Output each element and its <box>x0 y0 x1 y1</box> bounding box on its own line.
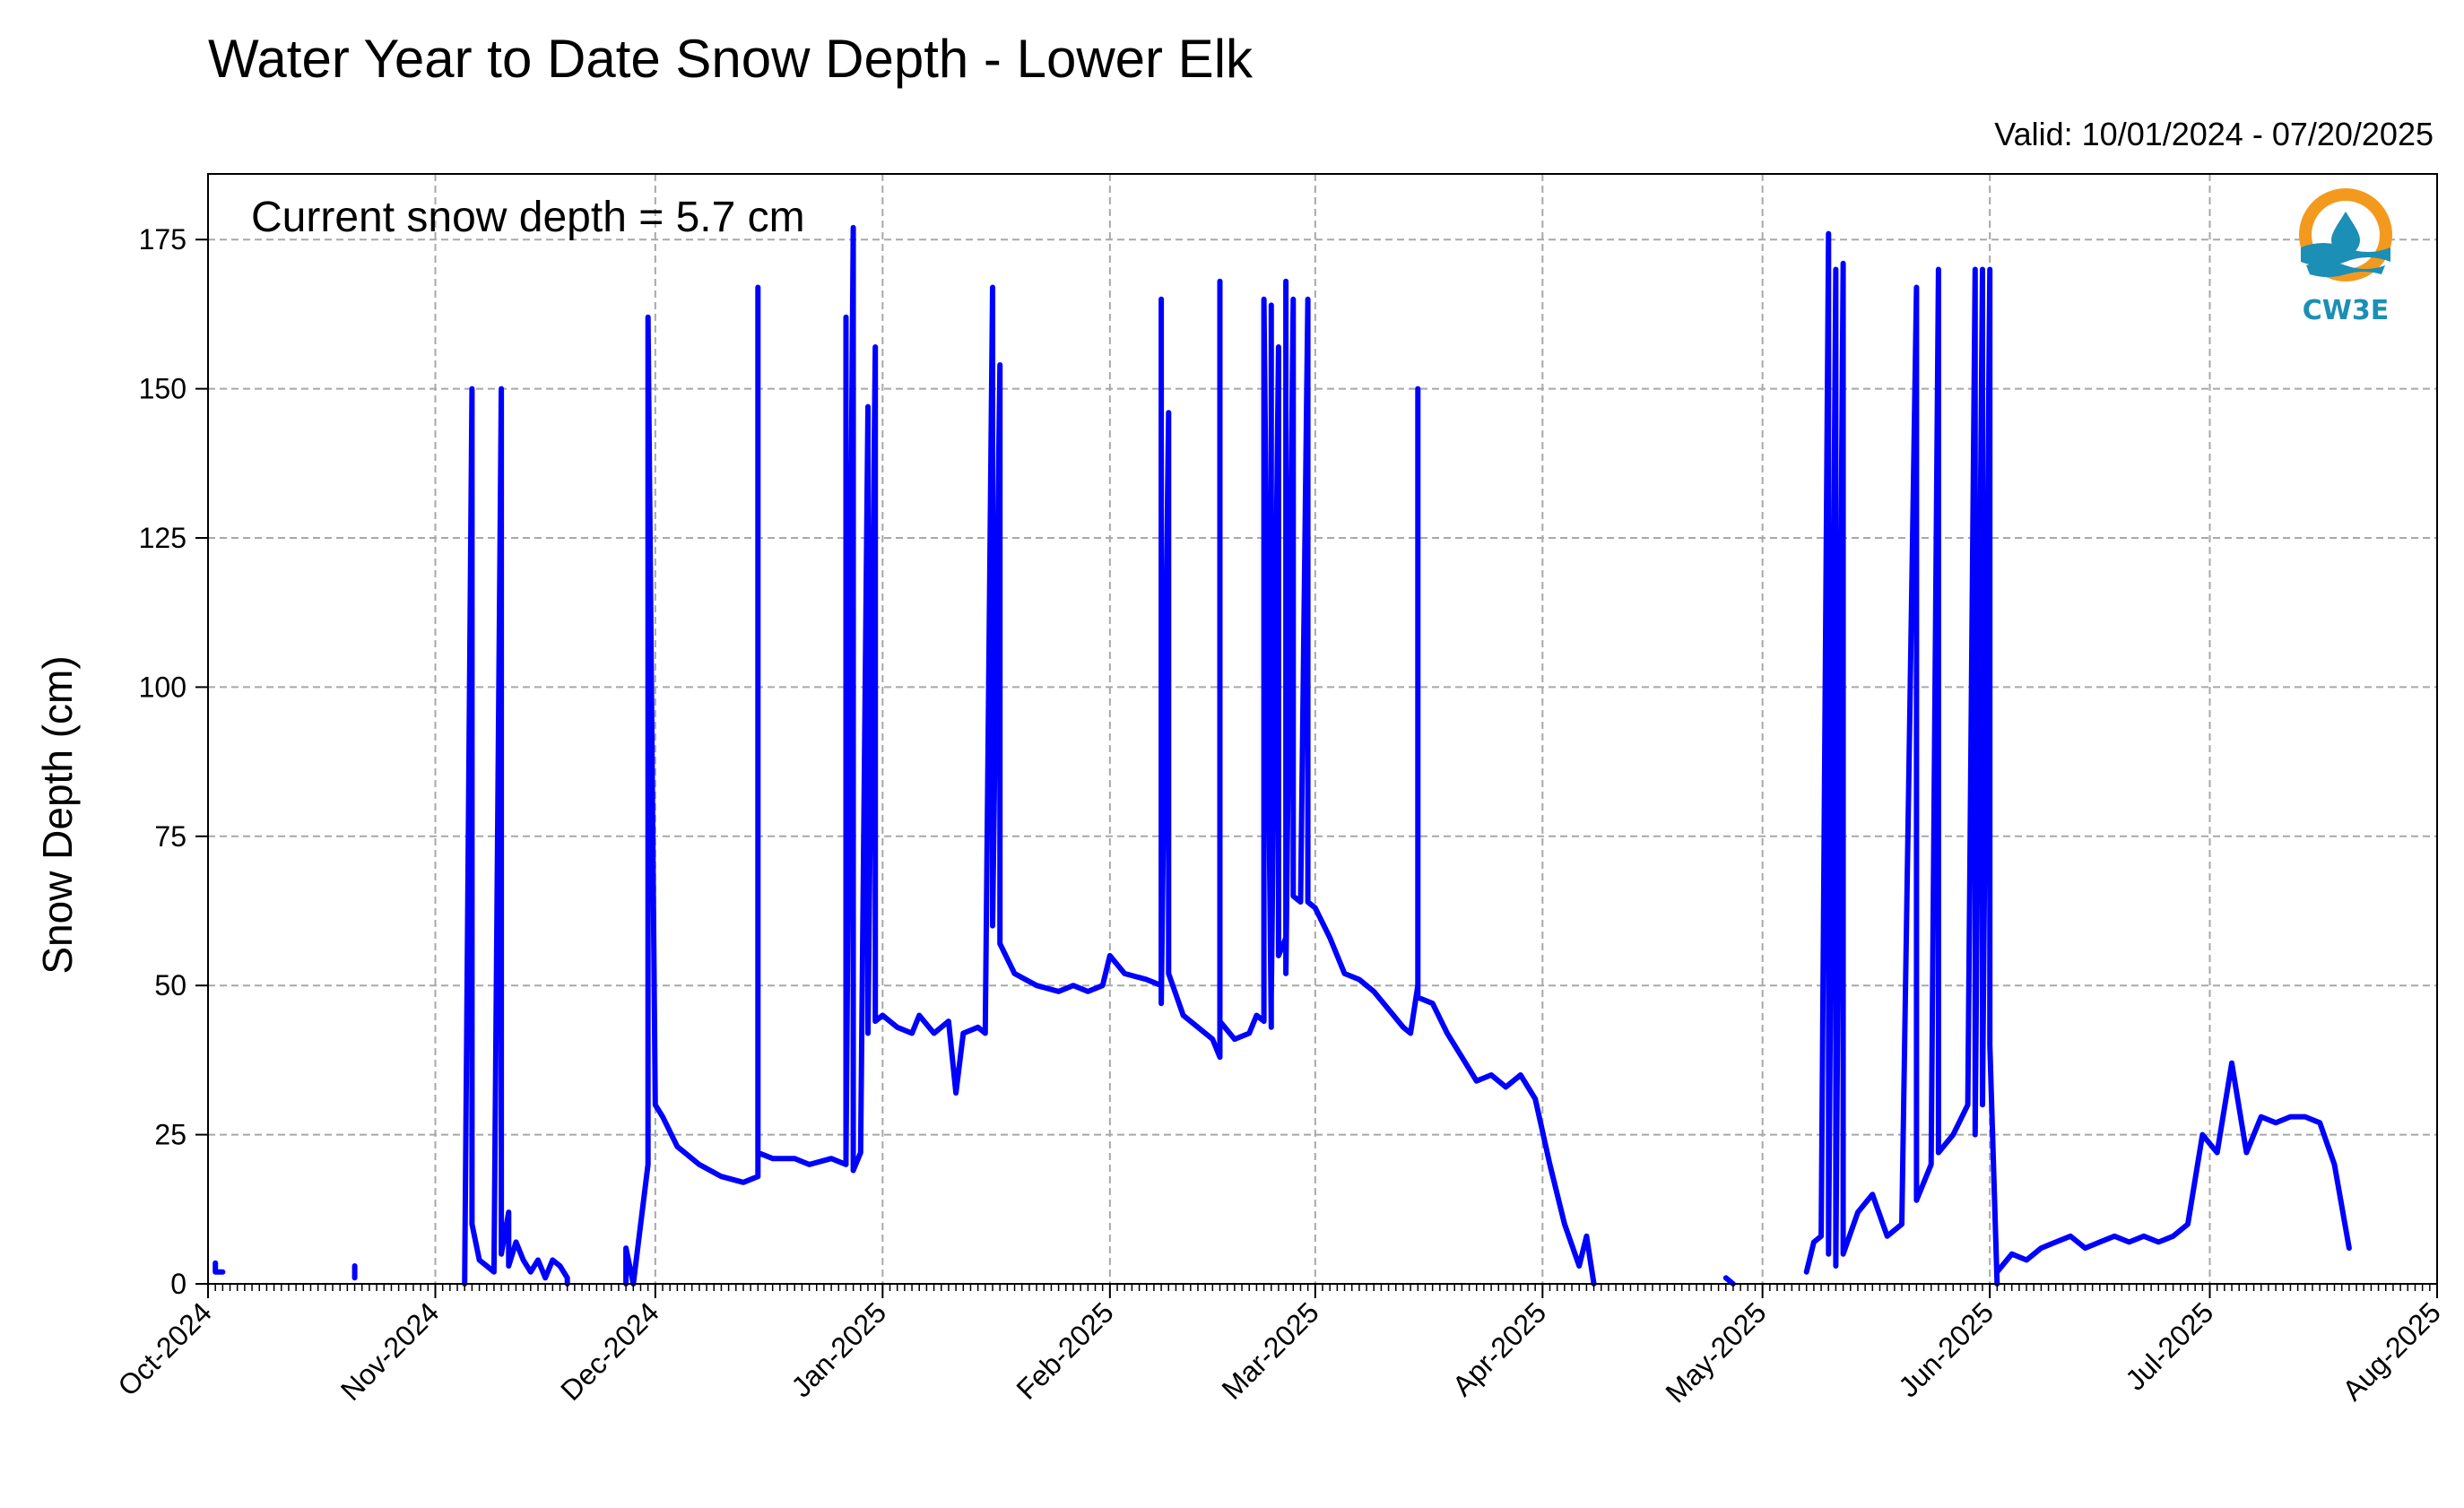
y-tick-label: 50 <box>154 969 187 1001</box>
x-tick-label: Jan-2025 <box>785 1296 892 1403</box>
y-tick-label: 25 <box>154 1119 187 1151</box>
x-tick-label: Nov-2024 <box>334 1296 446 1407</box>
y-tick-label: 150 <box>139 373 187 405</box>
y-tick-label: 75 <box>154 820 187 853</box>
series-line-segment <box>1994 1060 2352 1275</box>
x-tick-label: Oct-2024 <box>111 1296 218 1402</box>
series-snow-depth <box>213 224 2352 1287</box>
series-line-segment <box>1803 230 2000 1287</box>
x-tick-label: May-2025 <box>1660 1296 1773 1408</box>
logo-wave-icon-2 <box>2306 262 2385 277</box>
x-tick-label: Dec-2024 <box>554 1296 665 1407</box>
series-line-segment <box>462 386 570 1287</box>
x-tick-label: Jul-2025 <box>2119 1296 2219 1396</box>
series-line-segment <box>1722 1275 1736 1287</box>
cw3e-logo: CW3E <box>2299 188 2392 326</box>
grid-lines <box>208 174 2437 1284</box>
x-tick-label: Mar-2025 <box>1215 1296 1324 1405</box>
y-tick-label: 0 <box>170 1268 187 1300</box>
y-axis-label: Snow Depth (cm) <box>34 655 81 974</box>
x-tick-label: Apr-2025 <box>1446 1296 1553 1402</box>
y-tick-label: 125 <box>139 522 187 554</box>
logo-drop-icon <box>2331 212 2360 255</box>
y-tick-label: 100 <box>139 671 187 703</box>
x-tick-label: Feb-2025 <box>1010 1296 1119 1405</box>
current-depth-annotation: Current snow depth = 5.7 cm <box>251 194 805 241</box>
series-line-segment <box>213 1260 226 1275</box>
series-line-segment <box>623 224 1597 1287</box>
plot-frame <box>207 173 2438 1285</box>
x-tick-label: Aug-2025 <box>2336 1296 2447 1407</box>
y-tick-label: 175 <box>139 223 187 256</box>
chart-subtitle: Valid: 10/01/2024 - 07/20/2025 <box>1994 116 2434 152</box>
axis-ticks <box>195 238 2438 1298</box>
logo-text: CW3E <box>2303 295 2389 326</box>
chart-title: Water Year to Date Snow Depth - Lower El… <box>208 29 1254 89</box>
x-tick-label: Jun-2025 <box>1892 1296 2000 1403</box>
